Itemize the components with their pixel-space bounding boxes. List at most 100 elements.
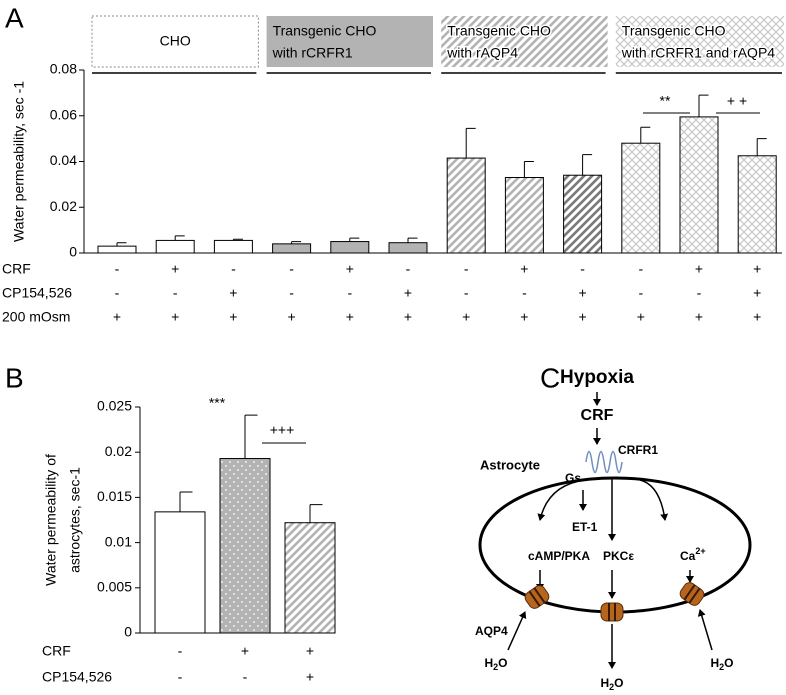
bar	[621, 142, 661, 254]
y-tick-label: 0.02	[105, 443, 132, 459]
error-bar	[523, 161, 534, 178]
condition-mark: +	[579, 285, 587, 301]
error-bar	[309, 504, 323, 523]
error-bar	[174, 235, 185, 241]
significance-label: **	[660, 93, 671, 109]
bar	[446, 157, 486, 254]
error-bar	[349, 237, 360, 242]
y-axis-label: Water permeability of	[43, 454, 59, 586]
condition-mark: +	[579, 309, 587, 325]
bar	[97, 245, 137, 254]
condition-mark: -	[173, 285, 178, 301]
condition-mark: +	[288, 309, 296, 325]
group-label: with rAQP4	[446, 45, 518, 61]
condition-mark: -	[178, 669, 183, 685]
condition-mark: -	[115, 285, 120, 301]
condition-mark: +	[229, 309, 237, 325]
y-tick-label: 0	[124, 624, 132, 640]
condition-mark: +	[404, 285, 412, 301]
condition-mark: +	[753, 309, 761, 325]
condition-mark: -	[638, 285, 643, 301]
group-header	[91, 15, 259, 68]
group-label: CHO	[160, 33, 191, 49]
arrow	[537, 479, 586, 521]
condition-mark: +	[404, 309, 412, 325]
bar	[155, 239, 195, 254]
condition-mark: +	[462, 309, 470, 325]
condition-mark: -	[638, 261, 643, 277]
group-header	[615, 16, 784, 67]
error-bar	[291, 241, 302, 244]
node-label: H2O	[600, 676, 623, 692]
condition-mark: -	[178, 643, 183, 659]
channel	[679, 582, 705, 606]
error-bar	[407, 237, 418, 243]
condition-mark: -	[115, 261, 120, 277]
condition-mark: -	[464, 285, 469, 301]
channel	[524, 585, 550, 609]
condition-mark: -	[697, 285, 702, 301]
condition-mark: +	[637, 309, 645, 325]
error-bar	[640, 126, 651, 144]
condition-mark: -	[289, 261, 294, 277]
bar	[504, 177, 544, 254]
condition-mark: -	[289, 285, 294, 301]
error-bar	[244, 414, 258, 459]
error-bar	[582, 154, 593, 176]
diagram: C Hypoxia CRF CRFR1 Astrocyte Gs ET-1 cA…	[475, 362, 752, 692]
error-bar	[465, 127, 476, 159]
condition-mark: +	[171, 261, 179, 277]
node-label: AQP4	[475, 624, 508, 638]
condition-mark: -	[347, 285, 352, 301]
node-label: H2O	[484, 656, 507, 672]
group-label: Transgenic CHO	[622, 23, 726, 39]
y-tick-label: 0.04	[50, 152, 77, 168]
bar	[219, 458, 271, 634]
condition-mark: +	[520, 261, 528, 277]
node-label: CRFR1	[618, 443, 658, 457]
panel-label: B	[5, 362, 24, 393]
condition-mark: +	[753, 285, 761, 301]
arrow	[639, 479, 669, 521]
condition-mark: +	[229, 285, 237, 301]
y-tick-label: 0.015	[97, 488, 132, 504]
condition-label: CRF	[42, 643, 71, 659]
y-tick-label: 0.02	[50, 198, 77, 214]
error-bar	[756, 138, 767, 156]
y-axis-label: astrocytes, sec-1	[67, 467, 83, 573]
condition-label: CRF	[2, 261, 31, 277]
error-bar	[116, 242, 127, 247]
y-tick-label: 0.025	[97, 398, 132, 414]
condition-mark: +	[306, 669, 314, 685]
panel-label: C	[540, 362, 560, 393]
condition-mark: -	[406, 261, 411, 277]
condition-mark: +	[171, 309, 179, 325]
condition-mark: +	[113, 309, 121, 325]
condition-mark: +	[753, 261, 761, 277]
y-tick-label: 0	[69, 244, 77, 260]
condition-mark: -	[522, 285, 527, 301]
significance-label: ***	[209, 395, 226, 411]
group-header	[441, 16, 608, 67]
group-label: Transgenic CHO	[273, 23, 377, 39]
condition-label: CP154,526	[42, 669, 112, 685]
error-bar	[698, 94, 709, 117]
condition-mark: -	[231, 261, 236, 277]
receptor	[585, 450, 623, 474]
bar	[154, 511, 206, 634]
bar	[388, 242, 428, 254]
condition-mark: -	[464, 261, 469, 277]
node-label: CRF	[581, 407, 614, 424]
node-label: ET-1	[572, 520, 598, 534]
condition-mark: +	[346, 309, 354, 325]
node-label: Astrocyte	[480, 457, 540, 472]
significance-label: +++	[270, 422, 295, 438]
group-label: with rCRFR1 and rAQP4	[621, 45, 775, 61]
arrow	[697, 609, 713, 651]
node-label: H2O	[710, 656, 733, 672]
bar	[737, 155, 777, 254]
bar	[563, 174, 603, 254]
node-label: Ca2+	[680, 546, 706, 563]
condition-mark: +	[346, 261, 354, 277]
